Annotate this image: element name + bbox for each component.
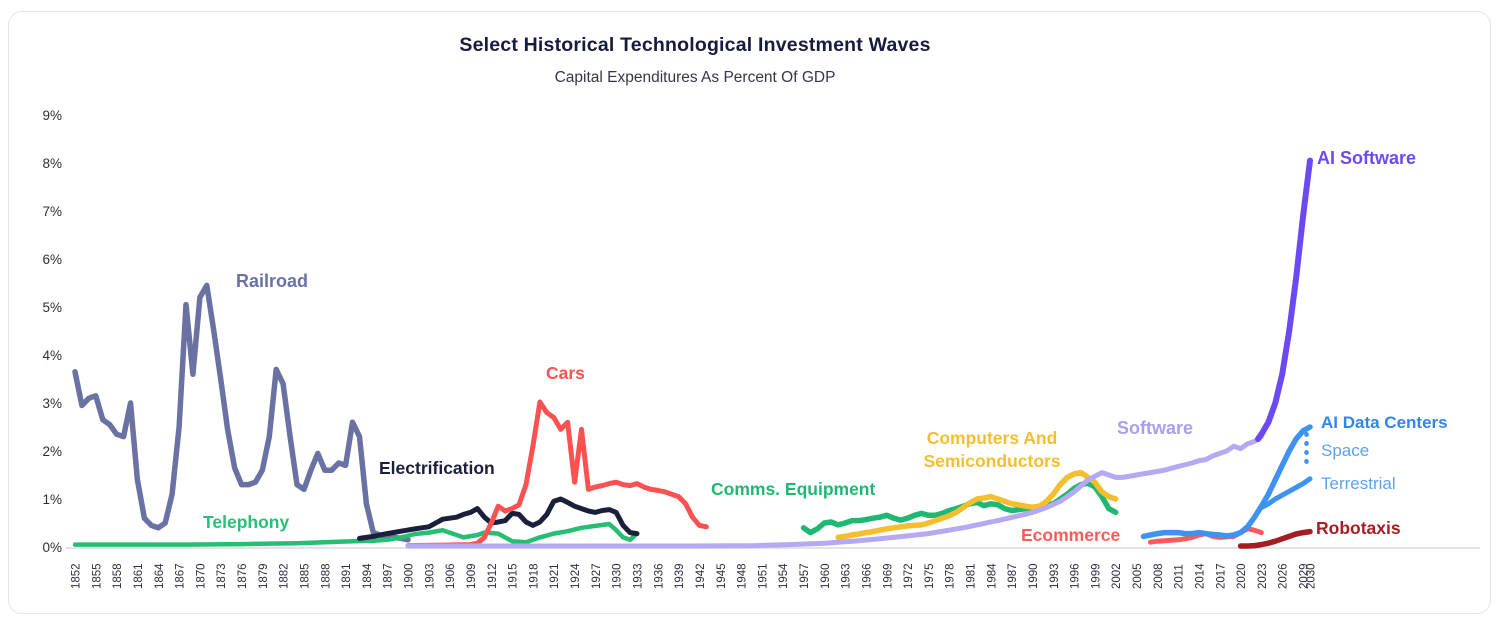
x-tick-2014: 2014 — [1194, 563, 1206, 589]
x-tick-2011: 2011 — [1174, 564, 1186, 589]
chart-title: Select Historical Technological Investme… — [459, 34, 931, 56]
series-label-telephony: Telephony — [203, 512, 290, 532]
x-tick-1957: 1957 — [799, 563, 811, 589]
series-label-ai-data-centers: AI Data Centers — [1321, 413, 1448, 432]
x-tick-1888: 1888 — [320, 563, 332, 589]
x-tick-1978: 1978 — [945, 563, 957, 589]
x-tick-1861: 1861 — [133, 563, 145, 589]
series-line-computers-semiconductors — [835, 469, 1119, 541]
x-tick-2002: 2002 — [1111, 563, 1123, 589]
x-tick-1864: 1864 — [154, 563, 166, 589]
x-tick-1906: 1906 — [445, 563, 457, 589]
x-tick-2017: 2017 — [1215, 563, 1227, 589]
x-tick-1960: 1960 — [820, 563, 832, 589]
x-tick-1969: 1969 — [882, 563, 894, 589]
x-tick-1900: 1900 — [404, 563, 416, 589]
y-tick-0%: 0% — [42, 540, 62, 555]
series-label-ai-software: AI Software — [1317, 148, 1417, 168]
x-tick-1921: 1921 — [549, 563, 561, 589]
x-tick-1852: 1852 — [71, 563, 83, 589]
x-tick-1879: 1879 — [258, 563, 270, 589]
x-tick-1891: 1891 — [341, 563, 353, 589]
x-tick-1894: 1894 — [362, 563, 374, 589]
x-tick-1945: 1945 — [716, 563, 728, 589]
x-tick-1951: 1951 — [757, 563, 769, 589]
y-tick-7%: 7% — [42, 204, 62, 219]
x-tick-1996: 1996 — [1070, 563, 1082, 589]
x-tick-1909: 1909 — [466, 563, 478, 589]
x-tick-1903: 1903 — [424, 563, 436, 589]
series-label-robotaxis: Robotaxis — [1316, 518, 1401, 538]
x-tick-1954: 1954 — [778, 563, 790, 589]
series-label-terrestrial: Terrestrial — [1321, 474, 1396, 493]
x-tick-2008: 2008 — [1153, 563, 1165, 589]
series-line-cars — [405, 399, 709, 549]
x-tick-1885: 1885 — [299, 563, 311, 589]
x-tick-1870: 1870 — [195, 563, 207, 589]
y-tick-5%: 5% — [42, 300, 62, 315]
y-tick-1%: 1% — [42, 492, 62, 507]
x-tick-1915: 1915 — [508, 563, 520, 589]
x-tick-2029: 2029 — [1299, 563, 1311, 589]
x-tick-2026: 2026 — [1278, 563, 1290, 589]
series-line-robotaxis — [1237, 528, 1313, 549]
x-tick-1933: 1933 — [632, 563, 644, 589]
x-tick-1918: 1918 — [528, 563, 540, 589]
x-tick-1873: 1873 — [216, 563, 228, 589]
series-line-software — [405, 434, 1264, 549]
x-tick-1990: 1990 — [1028, 563, 1040, 589]
series-line-ai-data-centers — [1140, 424, 1313, 540]
series-line-ai-software — [1255, 157, 1313, 442]
x-tick-1972: 1972 — [903, 563, 915, 589]
x-tick-1876: 1876 — [237, 563, 249, 589]
series-label-computers-semiconductors: Computers And Semiconductors — [923, 428, 1061, 471]
series-line-railroad — [72, 282, 411, 543]
series-line-telephony — [72, 521, 640, 547]
y-tick-9%: 9% — [42, 108, 62, 123]
y-tick-4%: 4% — [42, 348, 62, 363]
y-tick-6%: 6% — [42, 252, 62, 267]
x-tick-1966: 1966 — [861, 563, 873, 589]
x-tick-1975: 1975 — [924, 563, 936, 589]
x-tick-1999: 1999 — [1090, 563, 1102, 589]
x-tick-1939: 1939 — [674, 563, 686, 589]
x-tick-1930: 1930 — [612, 563, 624, 589]
x-tick-1897: 1897 — [383, 563, 395, 589]
series-label-space: Space — [1321, 441, 1370, 460]
x-tick-1936: 1936 — [653, 563, 665, 589]
series-label-software: Software — [1117, 418, 1194, 438]
x-tick-1981: 1981 — [966, 563, 978, 589]
x-tick-1867: 1867 — [175, 563, 187, 589]
y-tick-8%: 8% — [42, 156, 62, 171]
x-tick-1984: 1984 — [986, 563, 998, 589]
x-tick-1927: 1927 — [591, 563, 603, 589]
x-tick-1942: 1942 — [695, 563, 707, 589]
x-tick-1963: 1963 — [841, 563, 853, 589]
x-tick-1882: 1882 — [279, 563, 291, 589]
series-label-electrification: Electrification — [379, 458, 495, 478]
chart-card — [8, 11, 1491, 614]
series-label-comms-equipment: Comms. Equipment — [711, 479, 876, 499]
x-tick-2030: 2030 — [1305, 563, 1317, 589]
y-tick-2%: 2% — [42, 444, 62, 459]
x-tick-2023: 2023 — [1257, 563, 1269, 589]
x-tick-1912: 1912 — [487, 563, 499, 589]
x-tick-1948: 1948 — [737, 563, 749, 589]
x-tick-1858: 1858 — [112, 563, 124, 589]
series-label-ecommerce: Ecommerce — [1021, 525, 1121, 545]
series-label-cars: Cars — [546, 363, 585, 383]
y-tick-3%: 3% — [42, 396, 62, 411]
x-tick-1987: 1987 — [1007, 563, 1019, 589]
x-tick-2020: 2020 — [1236, 563, 1248, 589]
chart-subtitle: Capital Expenditures As Percent Of GDP — [554, 69, 836, 86]
x-tick-1924: 1924 — [570, 563, 582, 589]
x-tick-2005: 2005 — [1132, 563, 1144, 589]
x-tick-1855: 1855 — [91, 563, 103, 589]
series-line-electrification — [357, 496, 640, 541]
series-label-railroad: Railroad — [236, 271, 309, 291]
x-tick-1993: 1993 — [1049, 563, 1061, 589]
series-line-ai-data-centers-terrestrial — [1258, 476, 1313, 511]
